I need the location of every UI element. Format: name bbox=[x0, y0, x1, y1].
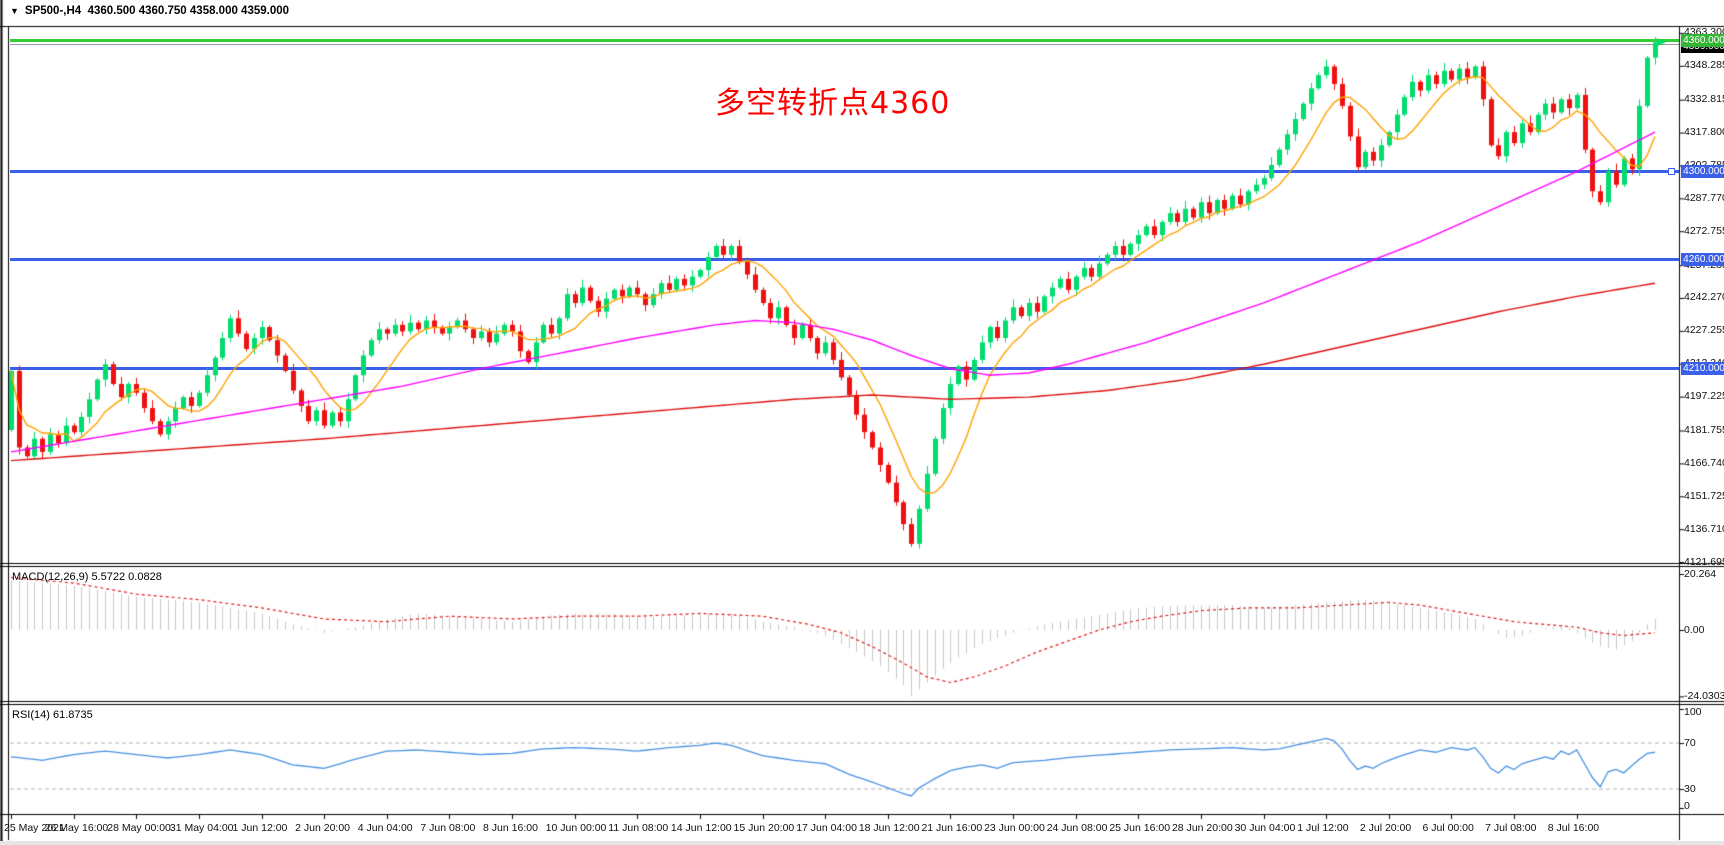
ohlc-readout: 4360.500 4360.750 4358.000 4359.000 bbox=[87, 5, 290, 17]
text-annotation[interactable]: 多空转折点4360 bbox=[715, 86, 951, 121]
macd-tick-label: 0.00 bbox=[1684, 624, 1705, 636]
level-badge-4210: 4210.000 bbox=[1681, 362, 1724, 376]
price-tick-label: 4272.755 bbox=[1684, 224, 1724, 237]
rsi-tick-label: 70 bbox=[1684, 736, 1696, 749]
time-tick-label: 21 Jun 16:00 bbox=[921, 822, 983, 834]
macd-values: 5.5722 0.0828 bbox=[91, 571, 162, 583]
time-tick-label: 24 Jun 08:00 bbox=[1046, 822, 1108, 834]
time-tick-label: 1 Jun 12:00 bbox=[232, 822, 288, 834]
time-tick-label: 4 Jun 04:00 bbox=[357, 822, 413, 834]
macd-tick-label: 20.264 bbox=[1684, 568, 1717, 581]
time-tick-label: 18 Jun 12:00 bbox=[858, 822, 920, 834]
time-tick-label: 23 Jun 00:00 bbox=[984, 822, 1045, 834]
price-tick-label: 4242.270 bbox=[1684, 291, 1724, 304]
macd-name: MACD(12,26,9) bbox=[12, 571, 89, 583]
price-tick-label: 4287.770 bbox=[1684, 191, 1724, 204]
price-tick-label: 4151.725 bbox=[1684, 489, 1724, 502]
level-badge-4300: 4300.000 bbox=[1681, 165, 1724, 179]
price-tick-label: 4121.695 bbox=[1684, 555, 1724, 568]
rsi-tick-label: 0 bbox=[1684, 800, 1690, 812]
time-tick-label: 30 Jun 04:00 bbox=[1234, 822, 1296, 834]
rsi-tick-label: 100 bbox=[1684, 706, 1702, 718]
time-tick-label: 8 Jun 16:00 bbox=[483, 822, 538, 834]
time-tick-label: 2 Jul 20:00 bbox=[1359, 822, 1412, 834]
chart-title-bar: ▼ SP500-,H4 4360.500 4360.750 4358.000 43… bbox=[10, 5, 289, 17]
price-tick-label: 4227.255 bbox=[1684, 324, 1724, 337]
price-tick-label: 4348.285 bbox=[1684, 59, 1724, 72]
price-tick-label: 4166.740 bbox=[1684, 456, 1724, 469]
price-tick-label: 4317.800 bbox=[1684, 126, 1724, 139]
price-tick-label: 4136.710 bbox=[1684, 522, 1724, 535]
time-tick-label: 25 May 2021 bbox=[4, 822, 65, 834]
price-tick-label: 4332.815 bbox=[1684, 93, 1724, 106]
time-tick-label: 28 Jun 20:00 bbox=[1171, 822, 1233, 834]
time-tick-label: 28 May 00:00 bbox=[107, 822, 171, 834]
rsi-pane-label: RSI(14) 61.8735 bbox=[12, 709, 93, 721]
symbol-dropdown-icon[interactable]: ▼ bbox=[10, 6, 19, 16]
time-tick-label: 7 Jun 08:00 bbox=[420, 822, 476, 834]
time-tick-label: 14 Jun 12:00 bbox=[670, 822, 732, 834]
time-tick-label: 31 May 04:00 bbox=[169, 822, 234, 834]
rsi-value: 61.8735 bbox=[52, 709, 93, 721]
symbol-timeframe-label: SP500-,H4 bbox=[24, 5, 82, 17]
rsi-name: RSI(14) bbox=[12, 709, 50, 721]
horizontal-scrollbar[interactable] bbox=[0, 841, 1724, 845]
time-tick-label: 10 Jun 00:00 bbox=[545, 822, 607, 834]
time-tick-label: 6 Jul 00:00 bbox=[1422, 822, 1474, 834]
level-badge-4260: 4260.000 bbox=[1681, 252, 1724, 266]
macd-pane-label: MACD(12,26,9) 5.5722 0.0828 bbox=[12, 571, 162, 583]
time-tick-label: 25 Jun 16:00 bbox=[1109, 822, 1171, 834]
time-tick-label: 15 Jun 20:00 bbox=[733, 822, 795, 834]
time-tick-label: 2 Jun 20:00 bbox=[295, 822, 351, 834]
macd-tick-label: -24.0303 bbox=[1684, 690, 1724, 703]
time-tick-label: 26 May 16:00 bbox=[44, 822, 109, 834]
price-tick-label: 4181.755 bbox=[1684, 424, 1724, 436]
time-tick-label: 17 Jun 04:00 bbox=[796, 822, 857, 834]
time-tick-label: 7 Jul 08:00 bbox=[1485, 822, 1537, 834]
time-tick-label: 8 Jul 16:00 bbox=[1547, 822, 1600, 834]
rsi-tick-label: 30 bbox=[1684, 782, 1696, 795]
level-badge-4360: 4360.000 bbox=[1681, 33, 1724, 47]
time-tick-label: 11 Jun 08:00 bbox=[608, 822, 669, 834]
price-tick-label: 4197.225 bbox=[1684, 390, 1724, 403]
time-tick-label: 1 Jul 12:00 bbox=[1297, 822, 1349, 834]
